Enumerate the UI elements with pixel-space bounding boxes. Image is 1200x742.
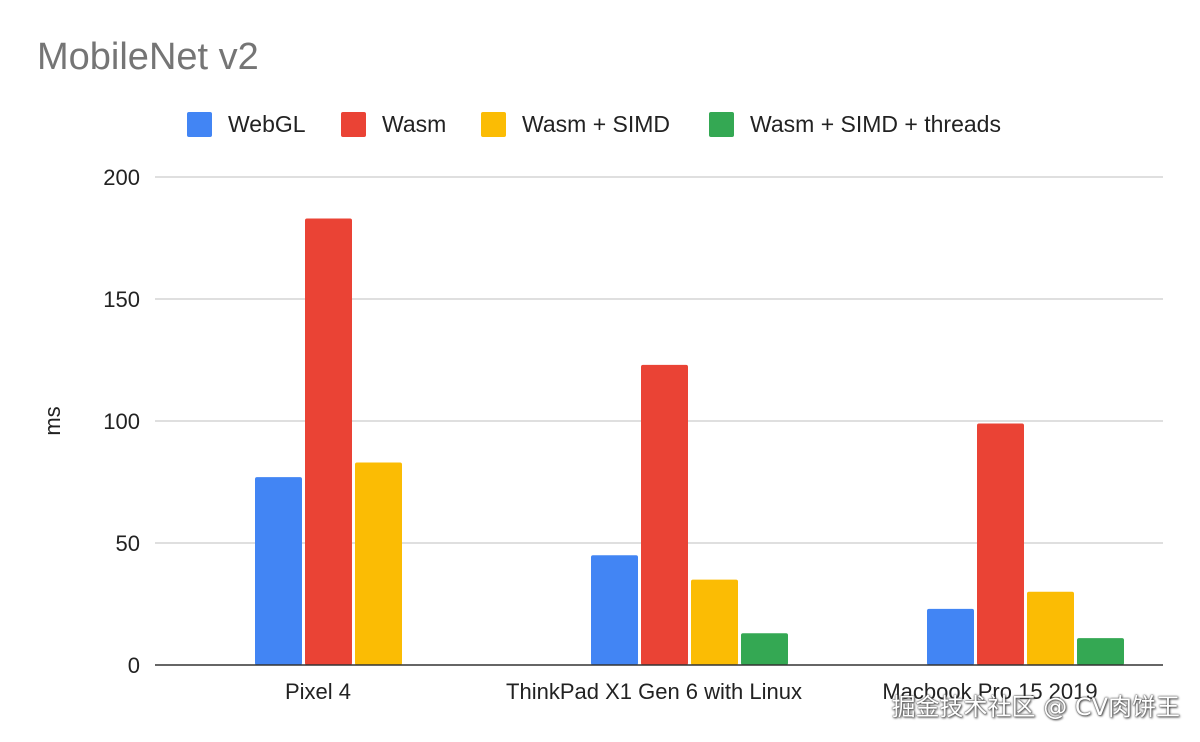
- bar-wasm-simd-threads: [741, 633, 788, 665]
- legend-swatch-webgl: [187, 111, 212, 137]
- y-tick-label: 150: [103, 287, 140, 312]
- legend-label: Wasm + SIMD: [522, 110, 671, 137]
- bar-webgl: [591, 555, 638, 665]
- legend-item-wasm-simd-threads: Wasm + SIMD + threads: [709, 108, 1001, 140]
- y-tick-label: 0: [128, 653, 140, 678]
- legend-item-webgl: WebGL: [187, 108, 306, 140]
- x-tick-label: Pixel 4: [285, 679, 351, 704]
- bar-wasm-simd: [691, 579, 738, 665]
- x-tick-label: Macbook Pro 15 2019: [882, 679, 1097, 704]
- bar-wasm-simd: [1027, 591, 1074, 665]
- bar-wasm: [977, 423, 1024, 665]
- x-tick-label: ThinkPad X1 Gen 6 with Linux: [506, 679, 802, 704]
- legend-item-wasm: Wasm: [341, 108, 446, 140]
- bar-wasm: [305, 218, 352, 666]
- watermark: 掘金技术社区 @ CV肉饼王: [891, 693, 1180, 721]
- legend-label: Wasm: [382, 110, 447, 137]
- bar-wasm: [641, 364, 688, 665]
- bar-webgl: [927, 608, 974, 665]
- bar-webgl: [255, 477, 302, 665]
- y-axis-label: ms: [40, 406, 65, 435]
- chart-title: MobileNet v2: [37, 36, 259, 78]
- y-tick-label: 100: [103, 409, 140, 434]
- bar-wasm-simd-threads: [1077, 638, 1124, 665]
- legend-label: WebGL: [228, 110, 306, 137]
- legend-swatch-wasm-simd: [481, 111, 506, 137]
- y-tick-label: 50: [116, 531, 140, 556]
- legend-item-wasm-simd: Wasm + SIMD: [481, 108, 670, 140]
- bar-wasm-simd: [355, 462, 402, 665]
- y-tick-label: 200: [103, 165, 140, 190]
- legend-swatch-wasm: [341, 111, 366, 137]
- legend-label: Wasm + SIMD + threads: [750, 110, 1001, 137]
- legend-swatch-wasm-simd-threads: [709, 111, 734, 137]
